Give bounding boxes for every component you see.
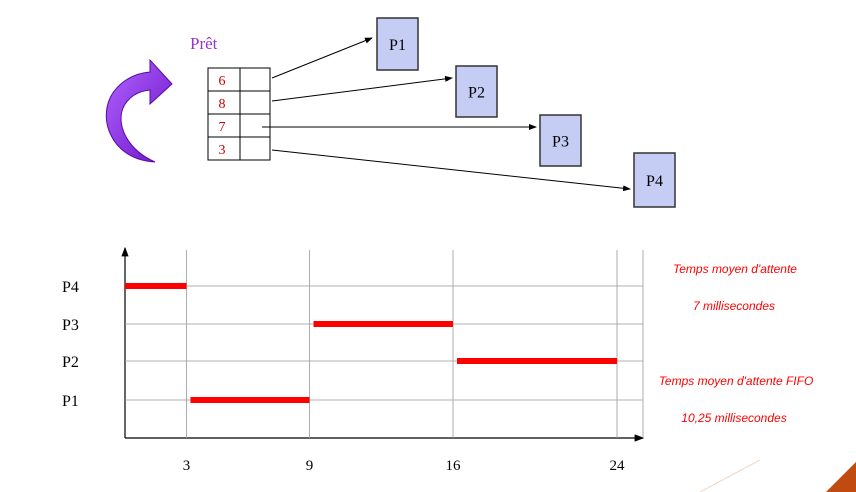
queue-arrows [262, 37, 631, 192]
process-box-label: P4 [646, 173, 663, 190]
fifo-wait-value: 10,25 millisecondes [681, 411, 786, 425]
x-tick-label: 3 [183, 458, 191, 474]
arrow-p2 [271, 75, 453, 102]
gantt-bar-p3 [313, 321, 453, 327]
gantt-chart: P1 P2 P3 P4 3 9 16 24 [62, 246, 645, 474]
queue-pointer-cell [239, 136, 271, 161]
x-tick-label: 24 [610, 458, 626, 474]
process-boxes: P1 P2 P3 P4 [376, 17, 676, 208]
queue-title: Prêt [190, 34, 218, 53]
process-box-label: P2 [468, 85, 485, 102]
x-tick-label: 16 [446, 458, 462, 474]
row-label: P4 [62, 279, 79, 296]
process-box-p4 [633, 152, 676, 208]
row-label: P1 [62, 393, 79, 410]
gantt-bar-p1 [190, 397, 310, 403]
queue-entry: 3 [219, 143, 226, 158]
process-box-label: P3 [552, 134, 569, 151]
queue-entry: 6 [219, 74, 226, 89]
row-label: P2 [62, 354, 79, 371]
fifo-wait-title: Temps moyen d'attente FIFO [659, 374, 814, 388]
queue-pointer-cell [239, 113, 271, 138]
gantt-bar-p4 [125, 283, 187, 289]
sjf-wait-value: 7 millisecondes [693, 299, 775, 313]
process-box-p3 [539, 114, 582, 167]
cycle-arrow-icon [105, 58, 173, 163]
sjf-wait-title: Temps moyen d'attente [673, 262, 797, 276]
gantt-bar-p2 [457, 358, 617, 364]
process-box-p2 [455, 65, 498, 118]
ready-queue: 6 8 7 3 [207, 67, 271, 161]
queue-pointer-cell [239, 90, 271, 115]
process-box-p1 [376, 17, 419, 71]
arrow-p4 [271, 149, 631, 192]
row-label: P3 [62, 317, 79, 334]
process-box-label: P1 [389, 37, 406, 54]
x-tick-label: 9 [306, 458, 314, 474]
queue-entry: 8 [219, 97, 226, 112]
arrow-p1 [271, 37, 373, 79]
queue-entry: 7 [219, 120, 226, 135]
corner-decoration [699, 459, 856, 492]
queue-pointer-cell [239, 67, 271, 92]
